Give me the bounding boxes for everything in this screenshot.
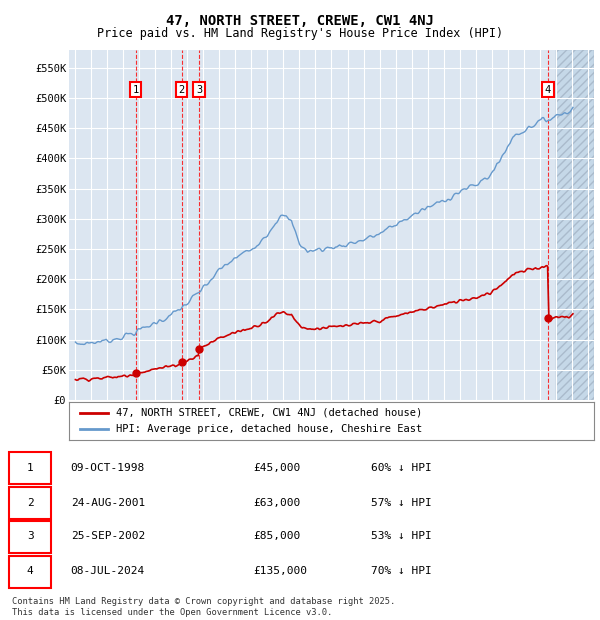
Text: 1: 1: [27, 463, 34, 472]
Text: £45,000: £45,000: [253, 463, 300, 472]
Text: 1: 1: [133, 85, 139, 95]
Text: Price paid vs. HM Land Registry's House Price Index (HPI): Price paid vs. HM Land Registry's House …: [97, 27, 503, 40]
Text: 3: 3: [196, 85, 202, 95]
Text: 53% ↓ HPI: 53% ↓ HPI: [371, 531, 431, 541]
Text: 24-AUG-2001: 24-AUG-2001: [71, 497, 145, 508]
Text: £135,000: £135,000: [253, 566, 307, 576]
Bar: [556, 50, 594, 400]
Text: 25-SEP-2002: 25-SEP-2002: [71, 531, 145, 541]
Text: 2: 2: [27, 497, 34, 508]
Text: £63,000: £63,000: [253, 497, 300, 508]
Text: 70% ↓ HPI: 70% ↓ HPI: [371, 566, 431, 576]
FancyBboxPatch shape: [9, 521, 51, 552]
Text: 60% ↓ HPI: 60% ↓ HPI: [371, 463, 431, 472]
Text: 4: 4: [545, 85, 551, 95]
Text: £85,000: £85,000: [253, 531, 300, 541]
Text: Contains HM Land Registry data © Crown copyright and database right 2025.
This d: Contains HM Land Registry data © Crown c…: [12, 598, 395, 617]
Text: 47, NORTH STREET, CREWE, CW1 4NJ (detached house): 47, NORTH STREET, CREWE, CW1 4NJ (detach…: [116, 407, 422, 417]
Text: 09-OCT-1998: 09-OCT-1998: [71, 463, 145, 472]
Text: 4: 4: [27, 566, 34, 576]
Bar: [556, 50, 594, 400]
FancyBboxPatch shape: [9, 453, 51, 484]
FancyBboxPatch shape: [9, 556, 51, 588]
Text: 08-JUL-2024: 08-JUL-2024: [71, 566, 145, 576]
Text: 2: 2: [179, 85, 185, 95]
Text: 57% ↓ HPI: 57% ↓ HPI: [371, 497, 431, 508]
Text: HPI: Average price, detached house, Cheshire East: HPI: Average price, detached house, Ches…: [116, 425, 422, 435]
FancyBboxPatch shape: [9, 487, 51, 520]
Text: 47, NORTH STREET, CREWE, CW1 4NJ: 47, NORTH STREET, CREWE, CW1 4NJ: [166, 14, 434, 28]
Text: 3: 3: [27, 531, 34, 541]
